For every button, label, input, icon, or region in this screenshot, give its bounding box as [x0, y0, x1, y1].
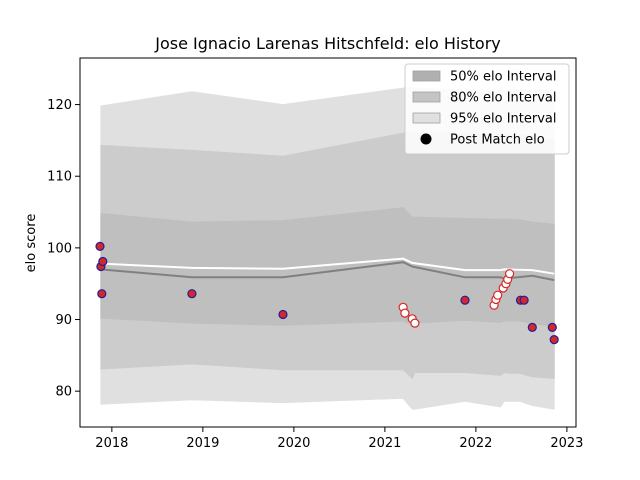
- legend: 50% elo Interval 80% elo Interval 95% elo …: [404, 63, 570, 155]
- plot-area: [95, 86, 559, 410]
- post-match-point: [549, 335, 559, 345]
- axes-frame: [79, 57, 577, 428]
- post-match-point: [527, 322, 537, 332]
- legend-swatch: [412, 91, 441, 103]
- y-tick-label: 110: [47, 170, 72, 185]
- legend-label: 50% elo Interval: [450, 70, 557, 85]
- mean-elo-line: [100, 257, 555, 275]
- post-match-point: [95, 241, 105, 251]
- post-match-point: [98, 256, 108, 267]
- post-match-point: [278, 309, 288, 320]
- post-match-point: [400, 308, 410, 318]
- y-tick-label: 90: [55, 313, 72, 328]
- post-match-point: [187, 289, 197, 299]
- post-match-point: [547, 322, 557, 332]
- legend-marker: [420, 133, 432, 145]
- y-tick-label: 120: [47, 98, 72, 113]
- y-tick-label: 80: [55, 385, 72, 400]
- legend-box: [404, 63, 570, 155]
- x-tick-label: 2020: [277, 436, 310, 451]
- x-tick-label: 2021: [368, 436, 401, 451]
- post-match-point: [97, 289, 107, 299]
- median-elo-line: [100, 261, 555, 282]
- post-match-point: [505, 269, 515, 279]
- x-axis: 2018 2019 2020 2021 2022 2023: [95, 427, 583, 451]
- legend-swatch: [412, 70, 441, 82]
- post-match-point: [410, 318, 420, 328]
- chart-title: Jose Ignacio Larenas Hitschfeld: elo His…: [154, 34, 501, 53]
- legend-label: 80% elo Interval: [450, 91, 557, 106]
- legend-swatch: [412, 112, 441, 124]
- x-tick-label: 2022: [459, 436, 492, 451]
- post-match-point: [519, 295, 529, 305]
- x-tick-label: 2019: [186, 436, 219, 451]
- post-match-point: [493, 290, 503, 300]
- x-tick-label: 2018: [95, 436, 128, 451]
- legend-label: 95% elo Interval: [450, 112, 557, 127]
- legend-label: Post Match elo: [450, 133, 545, 148]
- post-match-point: [460, 295, 470, 305]
- x-tick-label: 2023: [550, 436, 583, 451]
- y-tick-label: 100: [47, 241, 72, 256]
- y-axis-label: elo score: [24, 214, 39, 273]
- y-axis: 80 90 100 110 120: [47, 98, 80, 400]
